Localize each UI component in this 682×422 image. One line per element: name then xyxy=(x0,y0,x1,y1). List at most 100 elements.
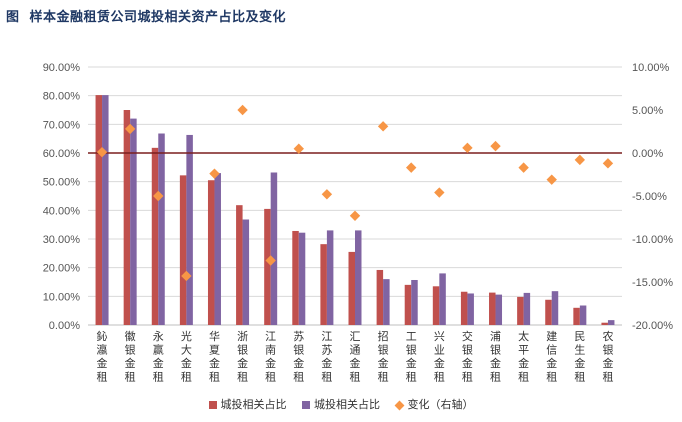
bar-series2 xyxy=(298,232,306,325)
bar-series1 xyxy=(179,175,187,325)
y-right-tick-label: -5.00% xyxy=(632,191,667,203)
y-right-tick-label: -10.00% xyxy=(632,234,673,246)
bar-series2 xyxy=(242,219,250,325)
bar-series1 xyxy=(489,292,496,325)
change-point xyxy=(349,210,361,221)
category-label: 建信金租 xyxy=(546,329,557,384)
bar-series1 xyxy=(95,95,103,326)
change-point xyxy=(602,158,614,169)
figure-prefix: 图 xyxy=(6,10,20,25)
change-point xyxy=(181,270,192,282)
change-point xyxy=(153,190,164,202)
y-left-tick-label: 50.00% xyxy=(43,177,81,189)
category-label: 民生金租 xyxy=(574,330,585,384)
bar-series1 xyxy=(573,307,580,325)
y-left-tick-label: 30.00% xyxy=(43,234,81,246)
change-point xyxy=(490,140,501,152)
change-point xyxy=(124,123,136,135)
bar-series2 xyxy=(102,95,109,326)
bar-series2 xyxy=(607,320,615,325)
category-label: 农银金租 xyxy=(602,329,613,384)
change-point xyxy=(96,146,108,158)
change-point xyxy=(265,255,276,266)
bar-series2 xyxy=(355,230,362,325)
bar-series2 xyxy=(495,294,503,325)
bar-series2 xyxy=(551,291,559,325)
category-label: 鈊瀛金租 xyxy=(97,329,108,384)
category-label: 汇通金租 xyxy=(350,330,361,384)
category-label: 兴业金租 xyxy=(434,330,445,384)
change-point xyxy=(462,142,473,154)
legend-label-change: 变化（右轴） xyxy=(407,398,474,411)
y-right-tick-label: 0.00% xyxy=(632,148,663,160)
change-point xyxy=(406,162,417,173)
bar-series2 xyxy=(411,279,418,325)
legend-item-series1: 城投相关占比 xyxy=(208,396,287,412)
bar-series1 xyxy=(376,269,384,325)
category-label: 光大金租 xyxy=(181,329,192,384)
category-label: 交银金租 xyxy=(462,329,473,384)
category-label: 招银金租 xyxy=(378,329,389,384)
bar-series1 xyxy=(517,296,524,325)
bar-series1 xyxy=(292,230,299,325)
change-point xyxy=(546,174,557,185)
bar-series2 xyxy=(326,230,334,325)
category-label: 江苏金租 xyxy=(321,330,332,384)
bar-series2 xyxy=(130,118,137,325)
bar-series1 xyxy=(460,291,468,325)
category-label: 徽银金租 xyxy=(125,329,136,384)
change-point xyxy=(209,168,220,179)
bar-series2 xyxy=(270,172,278,325)
legend-swatch-series1 xyxy=(208,401,217,409)
change-point xyxy=(574,154,586,166)
bar-series1 xyxy=(348,251,355,325)
bar-series1 xyxy=(236,205,243,325)
bar-series1 xyxy=(545,299,552,325)
legend-swatch-series2 xyxy=(302,401,310,409)
legend-label-series2: 城投相关占比 xyxy=(314,398,380,411)
y-right-tick-label: 10.00% xyxy=(632,62,670,74)
y-left-tick-label: 40.00% xyxy=(43,205,81,217)
bar-series2 xyxy=(523,292,531,325)
chart-title: 图样本金融租赁公司城投相关资产占比及变化 xyxy=(6,6,286,25)
category-label: 华夏金租 xyxy=(209,329,220,384)
legend-item-change: 变化（右轴） xyxy=(394,396,474,412)
legend-item-series2: 城投相关占比 xyxy=(302,396,380,412)
y-left-tick-label: 70.00% xyxy=(43,119,81,131)
change-point xyxy=(237,104,248,116)
change-point xyxy=(293,143,304,154)
y-left-tick-label: 0.00% xyxy=(49,320,80,332)
bar-series2 xyxy=(467,293,474,325)
change-point xyxy=(434,187,445,198)
bar-series2 xyxy=(383,279,390,325)
legend-diamond-icon xyxy=(394,400,404,410)
category-label: 江南金租 xyxy=(265,330,276,384)
y-left-tick-label: 60.00% xyxy=(43,148,81,160)
bar-series1 xyxy=(601,322,608,325)
bar-series2 xyxy=(158,133,165,325)
bar-series2 xyxy=(439,273,446,325)
change-point xyxy=(321,189,333,200)
bar-series1 xyxy=(207,180,215,325)
bar-series2 xyxy=(579,305,587,325)
figure-title: 样本金融租赁公司城投相关资产占比及变化 xyxy=(29,10,287,25)
category-label: 太平金租 xyxy=(518,330,529,384)
bar-series1 xyxy=(404,284,412,325)
legend-label-series1: 城投相关占比 xyxy=(220,398,287,411)
y-left-tick-label: 10.00% xyxy=(43,291,81,303)
bar-series2 xyxy=(214,173,221,325)
bar-series2 xyxy=(186,134,193,325)
category-label: 永赢金租 xyxy=(153,329,164,384)
legend: 城投相关占比 城投相关占比 变化（右轴） xyxy=(0,396,682,412)
bar-series1 xyxy=(264,208,271,325)
category-label: 浙银金租 xyxy=(237,330,248,384)
y-left-tick-label: 80.00% xyxy=(43,91,81,103)
bar-series1 xyxy=(320,244,327,325)
category-label: 浦银金租 xyxy=(490,330,501,384)
bar-series1 xyxy=(123,110,131,325)
y-right-tick-label: -20.00% xyxy=(632,320,673,332)
bar-series1 xyxy=(432,286,440,325)
y-left-tick-label: 20.00% xyxy=(43,263,81,275)
y-right-tick-label: -15.00% xyxy=(632,277,673,289)
